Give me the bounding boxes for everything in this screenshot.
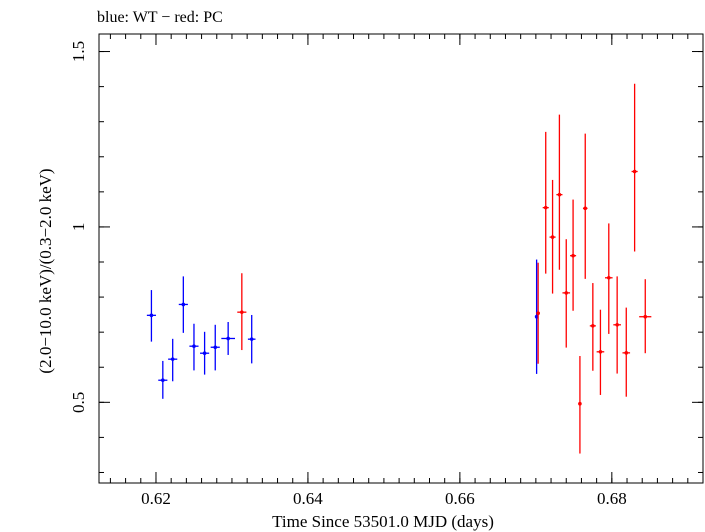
data-point (178, 276, 188, 333)
data-point (210, 324, 220, 371)
point-marker (615, 322, 619, 327)
data-point (578, 356, 582, 454)
data-series (146, 83, 652, 454)
plot-frame (98, 33, 704, 484)
y-tick-label: 0.5 (69, 392, 88, 413)
data-point (536, 262, 540, 364)
point-marker (571, 253, 575, 258)
data-point (200, 331, 210, 375)
axis-ticks (99, 34, 704, 483)
point-marker (202, 351, 207, 356)
point-marker (598, 350, 603, 354)
data-point (247, 314, 256, 364)
y-tick-label: 1 (69, 223, 88, 232)
data-point (542, 131, 549, 274)
point-marker (149, 313, 154, 318)
point-marker (161, 378, 165, 383)
y-tick-labels: 0.5 1 1.5 (69, 41, 88, 413)
x-axis-label: Time Since 53501.0 MJD (days) (272, 512, 494, 531)
data-point (582, 133, 588, 279)
point-marker (583, 206, 588, 211)
point-marker (240, 310, 244, 314)
data-point (189, 323, 199, 371)
chart-title: blue: WT − red: PC (97, 9, 223, 26)
data-point (604, 223, 613, 334)
data-point (596, 309, 605, 395)
x-tick-label: 0.64 (293, 489, 323, 508)
data-point (146, 290, 156, 342)
point-marker (249, 337, 254, 341)
point-marker (578, 401, 582, 406)
x-tick-label: 0.62 (141, 489, 171, 508)
data-point (639, 279, 652, 354)
x-tick-label: 0.66 (445, 489, 475, 508)
data-point (168, 338, 178, 382)
point-marker (632, 169, 637, 174)
data-point (631, 83, 638, 252)
point-marker (170, 357, 175, 361)
data-point (589, 283, 596, 371)
point-marker (591, 324, 595, 328)
point-marker (557, 192, 562, 197)
x-tick-labels: 0.62 0.64 0.66 0.68 (141, 489, 627, 508)
data-point (158, 360, 168, 399)
data-point (570, 199, 577, 311)
data-point (221, 321, 235, 355)
data-point (549, 179, 556, 294)
point-marker (213, 345, 218, 350)
series-wt (146, 259, 539, 399)
point-marker (550, 235, 555, 239)
point-marker (226, 336, 230, 341)
point-marker (564, 291, 569, 295)
point-marker (181, 302, 186, 307)
point-marker (192, 344, 196, 348)
data-point (556, 114, 563, 270)
point-marker (606, 275, 611, 280)
point-marker (624, 351, 629, 355)
data-point (622, 307, 631, 397)
data-point (562, 239, 571, 348)
point-marker (643, 314, 648, 319)
y-axis-label: (2.0−10.0 keV)/(0.3−2.0 keV) (36, 168, 55, 373)
x-tick-label: 0.68 (597, 489, 627, 508)
point-marker (543, 205, 548, 210)
data-point (237, 273, 247, 351)
data-point (613, 276, 621, 374)
point-marker (536, 311, 540, 316)
series-pc (237, 83, 652, 454)
y-tick-label: 1.5 (69, 41, 88, 62)
